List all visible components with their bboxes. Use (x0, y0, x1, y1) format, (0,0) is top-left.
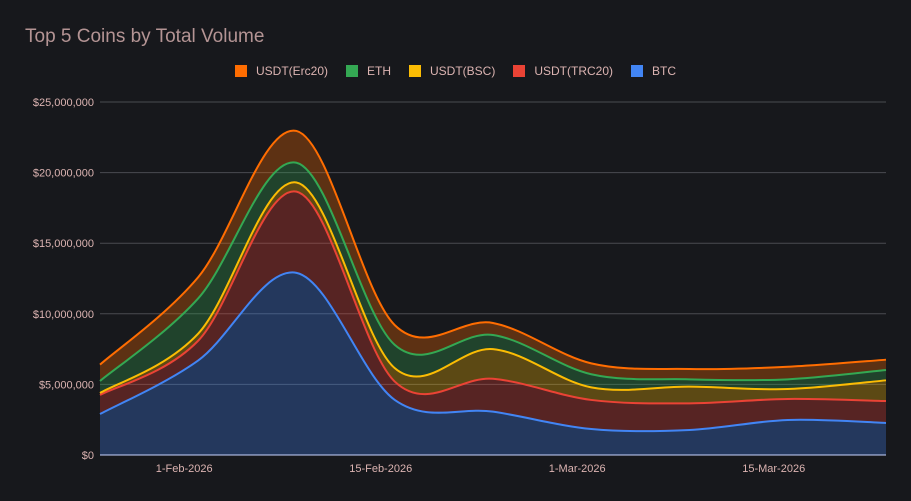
legend-item-eth[interactable]: ETH (346, 64, 391, 78)
area-usdt-erc20[interactable] (100, 130, 886, 382)
line-btc[interactable] (99, 271, 887, 433)
legend-label: BTC (652, 64, 677, 78)
legend-label: ETH (367, 64, 391, 78)
x-tick-label: 1-Mar-2026 (549, 463, 606, 475)
area-eth[interactable] (100, 162, 886, 394)
x-tick-label: 15-Feb-2026 (349, 463, 412, 475)
x-axis: 1-Feb-2026 15-Feb-2026 1-Mar-2026 15-Mar-20… (156, 463, 805, 475)
legend-swatch (631, 65, 644, 77)
line-usdt-trc20[interactable] (99, 190, 887, 405)
y-tick-label: $15,000,000 (33, 238, 94, 250)
legend-item-usdt-trc20[interactable]: USDT(TRC20) (513, 64, 613, 78)
y-tick-label: $0 (82, 450, 94, 462)
line-usdt-erc20[interactable] (99, 129, 887, 371)
legend-label: USDT(TRC20) (534, 64, 614, 78)
legend-label: USDT(Erc20) (255, 64, 328, 78)
legend-item-usdt-erc20[interactable]: USDT(Erc20) (234, 64, 328, 78)
y-tick-label: $10,000,000 (33, 309, 94, 321)
legend-swatch (409, 65, 421, 77)
legend-swatch (346, 65, 358, 77)
legend-swatch (513, 65, 526, 77)
series-lines (99, 129, 887, 456)
legend-item-usdt-bsc[interactable]: USDT(BSC) (409, 64, 495, 78)
line-usdt-bsc[interactable] (99, 181, 887, 394)
chart-title: Top 5 Coins by Total Volume (25, 26, 265, 47)
y-axis: $0 $5,000,000 $10,000,000 $15,000,000 $20,00… (33, 97, 94, 462)
y-tick-label: $20,000,000 (33, 168, 94, 180)
legend-label: USDT(BSC) (430, 64, 496, 78)
area-btc[interactable] (100, 272, 886, 455)
x-tick-label: 15-Mar-2026 (742, 463, 805, 475)
area-usdt-trc20[interactable] (100, 191, 886, 432)
legend: USDT(Erc20) ETH USDT(BSC) USDT(TRC20) BTC (0, 64, 911, 78)
series-areas (100, 130, 886, 455)
area-usdt-bsc[interactable] (100, 182, 886, 404)
y-tick-label: $25,000,000 (33, 97, 94, 109)
legend-swatch (234, 65, 247, 77)
y-tick-label: $5,000,000 (39, 379, 94, 391)
legend-item-btc[interactable]: BTC (631, 64, 676, 78)
line-eth[interactable] (99, 161, 887, 382)
x-tick-label: 1-Feb-2026 (156, 463, 213, 475)
